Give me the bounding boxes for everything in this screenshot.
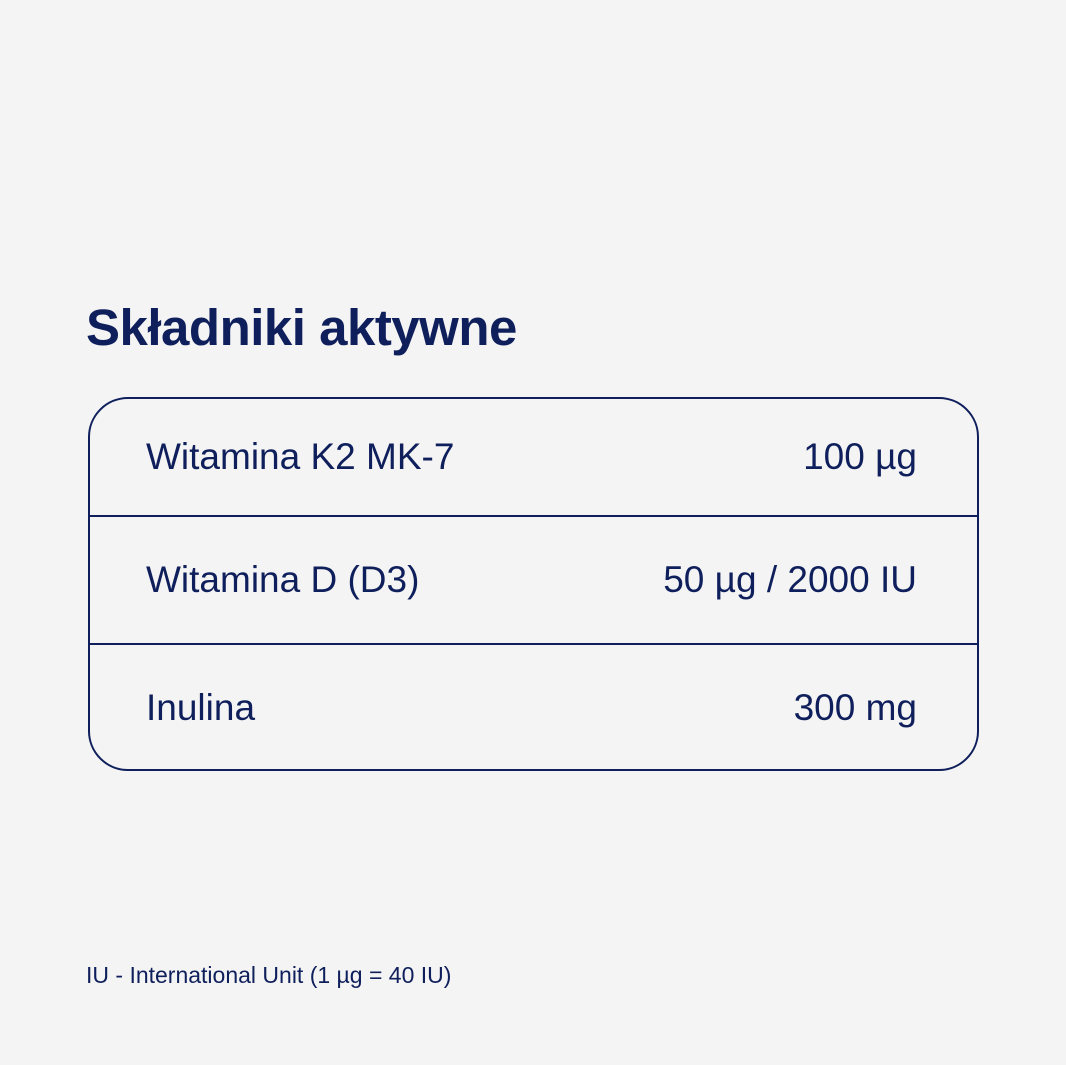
ingredient-amount: 300 mg <box>793 687 917 728</box>
page-title: Składniki aktywne <box>86 299 517 356</box>
ingredient-amount: 100 µg <box>803 436 917 477</box>
ingredient-name: Witamina K2 MK-7 <box>146 436 455 477</box>
ingredients-table: Witamina K2 MK-7 100 µg Witamina D (D3) … <box>88 397 979 771</box>
table-row: Witamina D (D3) 50 µg / 2000 IU <box>90 517 977 645</box>
table-row: Inulina 300 mg <box>90 645 977 771</box>
footnote: IU - International Unit (1 µg = 40 IU) <box>86 962 452 988</box>
ingredient-name: Inulina <box>146 687 256 728</box>
ingredient-amount: 50 µg / 2000 IU <box>663 559 917 600</box>
ingredient-name: Witamina D (D3) <box>146 559 420 600</box>
table-row: Witamina K2 MK-7 100 µg <box>90 399 977 517</box>
